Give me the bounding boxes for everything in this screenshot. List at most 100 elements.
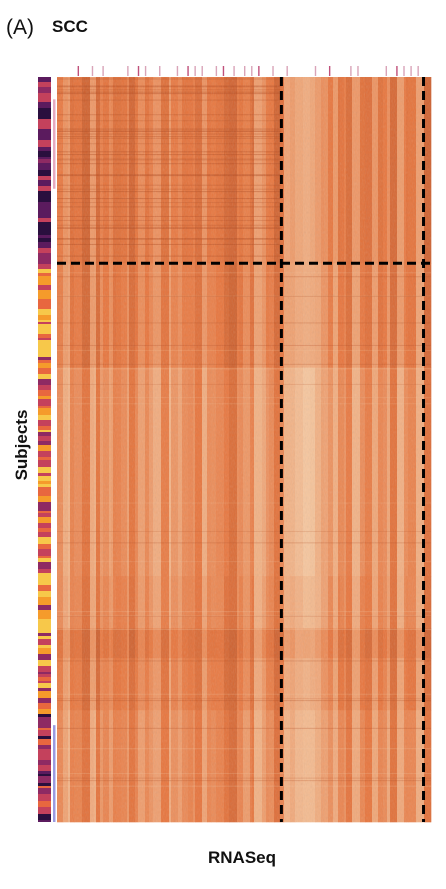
row-annotation-cell xyxy=(38,496,51,502)
row-annotation-cell xyxy=(38,260,51,264)
row-annotation-cell xyxy=(38,537,51,544)
row-annotation-cell xyxy=(38,698,51,703)
row-annotation-cell xyxy=(38,469,51,473)
row-annotation-cell xyxy=(38,296,51,299)
row-annotation-cell xyxy=(38,396,51,399)
column-marker-strip xyxy=(77,66,419,76)
row-annotation-cell xyxy=(38,473,51,476)
row-annotation-cell xyxy=(38,157,51,159)
row-annotation-cell xyxy=(38,299,51,306)
row-annotation-cell xyxy=(38,490,51,496)
column-marker-tick xyxy=(328,66,331,76)
row-annotation-cell xyxy=(38,374,51,379)
row-annotation-cell xyxy=(38,93,51,96)
column-marker-tick xyxy=(251,66,253,76)
row-annotation-cell xyxy=(38,739,51,745)
row-annotation-cell xyxy=(38,502,51,505)
row-annotation-cell xyxy=(38,264,51,269)
row-annotation-cell xyxy=(38,170,51,176)
column-marker-tick xyxy=(144,66,147,76)
column-marker-tick xyxy=(396,66,398,76)
row-annotation-cell xyxy=(38,82,51,87)
row-annotation-cell xyxy=(38,814,51,820)
row-annotation-cell xyxy=(38,605,51,610)
row-annotation-cell xyxy=(38,328,51,331)
row-annotation-cell xyxy=(38,728,51,730)
row-annotation-cell xyxy=(38,484,51,487)
row-annotation-cell xyxy=(38,783,51,786)
row-annotation-cell xyxy=(38,131,51,137)
row-annotation-cell xyxy=(38,96,51,102)
row-annotation-cell xyxy=(38,481,51,484)
column-marker-tick xyxy=(314,66,317,76)
column-marker-tick xyxy=(127,66,129,76)
row-annotation-cell xyxy=(38,681,51,683)
row-annotation-cell xyxy=(38,505,51,511)
row-annotation-cell xyxy=(38,544,51,549)
row-annotation-cell xyxy=(38,776,51,783)
row-annotation-cell xyxy=(38,591,51,597)
row-annotation-cell xyxy=(38,283,51,285)
row-annotation-cell xyxy=(38,290,51,296)
column-marker-tick xyxy=(357,66,359,76)
row-annotation-cell xyxy=(38,617,51,619)
row-annotation-cell xyxy=(38,820,51,822)
column-marker-tick xyxy=(194,66,196,76)
row-annotation-cell xyxy=(38,338,51,340)
column-marker-tick xyxy=(385,66,387,76)
row-annotation-cell xyxy=(38,235,51,238)
row-annotation-cell xyxy=(38,600,51,605)
row-annotation-cell xyxy=(38,445,51,451)
column-marker-tick xyxy=(403,66,405,76)
row-annotation-cell xyxy=(38,368,51,374)
chart-title: SCC xyxy=(52,17,88,36)
column-marker-tick xyxy=(77,66,80,76)
row-annotation-cell xyxy=(38,331,51,334)
column-marker-tick xyxy=(233,66,235,76)
row-annotation-cell xyxy=(38,399,51,403)
row-annotation-cell xyxy=(38,340,51,346)
row-annotation-cell xyxy=(38,628,51,633)
row-annotation-cell xyxy=(38,436,51,441)
row-annotation-cell xyxy=(38,645,51,648)
row-annotation-cell xyxy=(38,709,51,714)
row-marker xyxy=(53,99,56,189)
row-annotation-cell xyxy=(38,556,51,558)
row-annotation-cell xyxy=(38,248,51,253)
row-annotation-cell xyxy=(38,415,51,420)
row-annotation-cell xyxy=(38,688,51,691)
row-annotation-cell xyxy=(38,765,51,771)
row-annotation-cell xyxy=(38,523,51,528)
row-annotation-cell xyxy=(38,137,51,140)
row-annotation-cell xyxy=(38,87,51,93)
column-marker-tick xyxy=(159,66,161,76)
row-annotation-cell xyxy=(38,597,51,600)
row-annotation-cell xyxy=(38,334,51,338)
row-annotation-cell xyxy=(38,476,51,481)
row-annotation-cell xyxy=(38,122,51,129)
row-annotation-cell xyxy=(38,159,51,163)
row-marker xyxy=(53,725,56,822)
column-marker-tick xyxy=(350,66,352,76)
row-annotation-cell xyxy=(38,119,51,122)
row-annotation-cell xyxy=(38,801,51,807)
column-marker-tick xyxy=(258,66,260,76)
row-annotation-cell xyxy=(38,749,51,756)
row-annotation-cell xyxy=(38,309,51,315)
row-annotation-cell xyxy=(38,385,51,390)
column-marker-tick xyxy=(91,66,94,76)
row-annotation-cell xyxy=(38,674,51,677)
row-annotation-cell xyxy=(38,619,51,622)
row-annotation-cell xyxy=(38,322,51,324)
row-annotation-cell xyxy=(38,102,51,108)
heatmap-body xyxy=(57,77,432,823)
column-marker-tick xyxy=(176,66,179,76)
column-marker-tick xyxy=(102,66,104,76)
row-annotation-cell xyxy=(38,426,51,430)
row-annotation-cell xyxy=(38,639,51,645)
row-annotation-cell xyxy=(38,794,51,801)
row-annotation-cell xyxy=(38,403,51,406)
row-annotation-cell xyxy=(38,585,51,591)
row-annotation-cell xyxy=(38,285,51,290)
row-annotation-cell xyxy=(38,714,51,717)
